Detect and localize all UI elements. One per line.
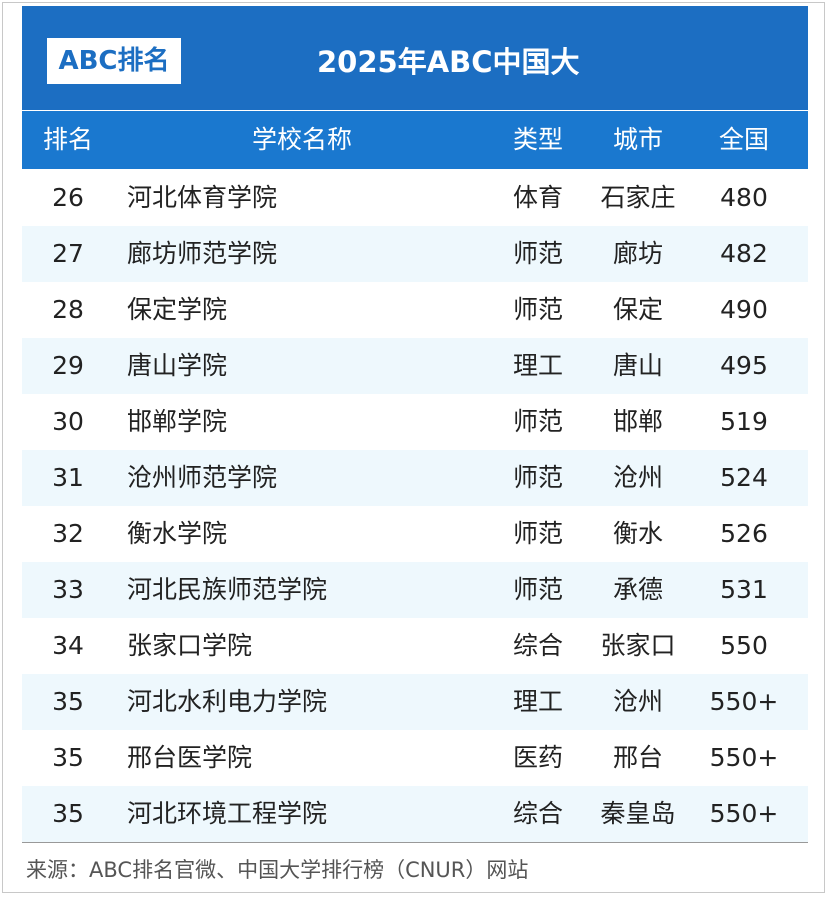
table-cell: 35 xyxy=(52,687,84,716)
table-cell: 34 xyxy=(52,631,84,660)
table-cell: 秦皇岛 xyxy=(600,799,676,828)
table-row: 26 河北体育学院 体育 石家庄 480 xyxy=(22,170,808,226)
table-cell: 师范 xyxy=(512,295,563,324)
table-cell: 唐山学院 xyxy=(127,351,228,380)
table-cell: 550+ xyxy=(709,799,779,828)
table-cell: 519 xyxy=(720,407,768,436)
column-header: 城市 xyxy=(612,125,663,154)
table-cell: 526 xyxy=(720,519,768,548)
table-cell: 保定 xyxy=(612,295,663,324)
table-cell: 沧州 xyxy=(612,687,663,716)
table-header: 排名 学校名称 类型 城市 全国 xyxy=(22,111,808,169)
table-row: 29 唐山学院 理工 唐山 495 xyxy=(22,338,808,394)
table-cell: 524 xyxy=(720,463,768,492)
table-cell: 490 xyxy=(720,295,768,324)
table-cell: 30 xyxy=(52,407,84,436)
table-cell: 29 xyxy=(52,351,84,380)
table-cell: 沧州 xyxy=(612,463,663,492)
table-cell: 衡水学院 xyxy=(127,519,228,548)
table-cell: 石家庄 xyxy=(600,183,676,212)
table-cell: 综合 xyxy=(512,631,563,660)
table-row: 31 沧州师范学院 师范 沧州 524 xyxy=(22,450,808,506)
table-cell: 28 xyxy=(52,295,84,324)
table-cell: 张家口 xyxy=(600,631,676,660)
table-cell: 河北水利电力学院 xyxy=(127,687,328,716)
table-cell: 承德 xyxy=(612,575,663,604)
table-cell: 河北民族师范学院 xyxy=(127,575,328,604)
table-row: 34 张家口学院 综合 张家口 550 xyxy=(22,618,808,674)
table-cell: 邢台医学院 xyxy=(127,743,253,772)
table-cell: 综合 xyxy=(512,799,563,828)
table-cell: 唐山 xyxy=(612,351,663,380)
column-header: 学校名称 xyxy=(251,125,352,154)
source-note: 来源：ABC排名官微、中国大学排行榜（CNUR）网站 xyxy=(26,858,529,882)
title: 2025年ABC中国大 xyxy=(317,45,580,79)
table-row: 35 邢台医学院 医药 邢台 550+ xyxy=(22,730,808,786)
table-cell: 邯郸 xyxy=(612,407,663,436)
table-cell: 张家口学院 xyxy=(127,631,253,660)
column-header: 排名 xyxy=(42,125,93,154)
table-row: 35 河北环境工程学院 综合 秦皇岛 550+ xyxy=(22,786,808,842)
table-cell: 师范 xyxy=(512,463,563,492)
table-cell: 33 xyxy=(52,575,84,604)
table-cell: 廊坊 xyxy=(612,239,663,268)
table-cell: 邢台 xyxy=(612,743,663,772)
table-cell: 沧州师范学院 xyxy=(127,463,278,492)
table-row: 27 廊坊师范学院 师范 廊坊 482 xyxy=(22,226,808,282)
table-cell: 550 xyxy=(720,631,768,660)
table-cell: 师范 xyxy=(512,239,563,268)
table-cell: 邯郸学院 xyxy=(127,407,228,436)
table-cell: 495 xyxy=(720,351,768,380)
table-cell: 480 xyxy=(720,183,768,212)
table-cell: 理工 xyxy=(512,351,563,380)
banner: ABC排名 2025年ABC中国大 xyxy=(22,6,808,110)
table-row: 33 河北民族师范学院 师范 承德 531 xyxy=(22,562,808,618)
divider xyxy=(22,842,808,843)
table-row: 30 邯郸学院 师范 邯郸 519 xyxy=(22,394,808,450)
table-cell: 35 xyxy=(52,799,84,828)
column-header: 类型 xyxy=(512,125,563,154)
table-cell: 32 xyxy=(52,519,84,548)
table-cell: 廊坊师范学院 xyxy=(127,239,278,268)
table-body: 26 河北体育学院 体育 石家庄 480 27 廊坊师范学院 师范 廊坊 482 28 保定学院 师范保… xyxy=(22,170,808,842)
column-header: 全国 xyxy=(718,125,769,154)
table-row: 28 保定学院 师范 保定 490 xyxy=(22,282,808,338)
table-cell: 550+ xyxy=(709,743,779,772)
table-cell: 550+ xyxy=(709,687,779,716)
table-cell: 师范 xyxy=(512,575,563,604)
logo: ABC排名 xyxy=(47,38,181,84)
table-cell: 师范 xyxy=(512,519,563,548)
table-row: 35 河北水利电力学院 理工 沧州 550+ xyxy=(22,674,808,730)
table-cell: 衡水 xyxy=(612,519,663,548)
table-cell: 35 xyxy=(52,743,84,772)
table-cell: 河北环境工程学院 xyxy=(127,799,328,828)
table-cell: 体育 xyxy=(512,183,563,212)
table-cell: 31 xyxy=(52,463,84,492)
table-cell: 河北体育学院 xyxy=(127,183,278,212)
table-cell: 师范 xyxy=(512,407,563,436)
table-cell: 保定学院 xyxy=(127,295,228,324)
table-cell: 27 xyxy=(52,239,84,268)
table-cell: 理工 xyxy=(512,687,563,716)
table-row: 32 衡水学院 师范 衡水 526 xyxy=(22,506,808,562)
table-cell: 531 xyxy=(720,575,768,604)
table-cell: 482 xyxy=(720,239,768,268)
table-cell: 医药 xyxy=(512,743,563,772)
table-cell: 26 xyxy=(52,183,84,212)
